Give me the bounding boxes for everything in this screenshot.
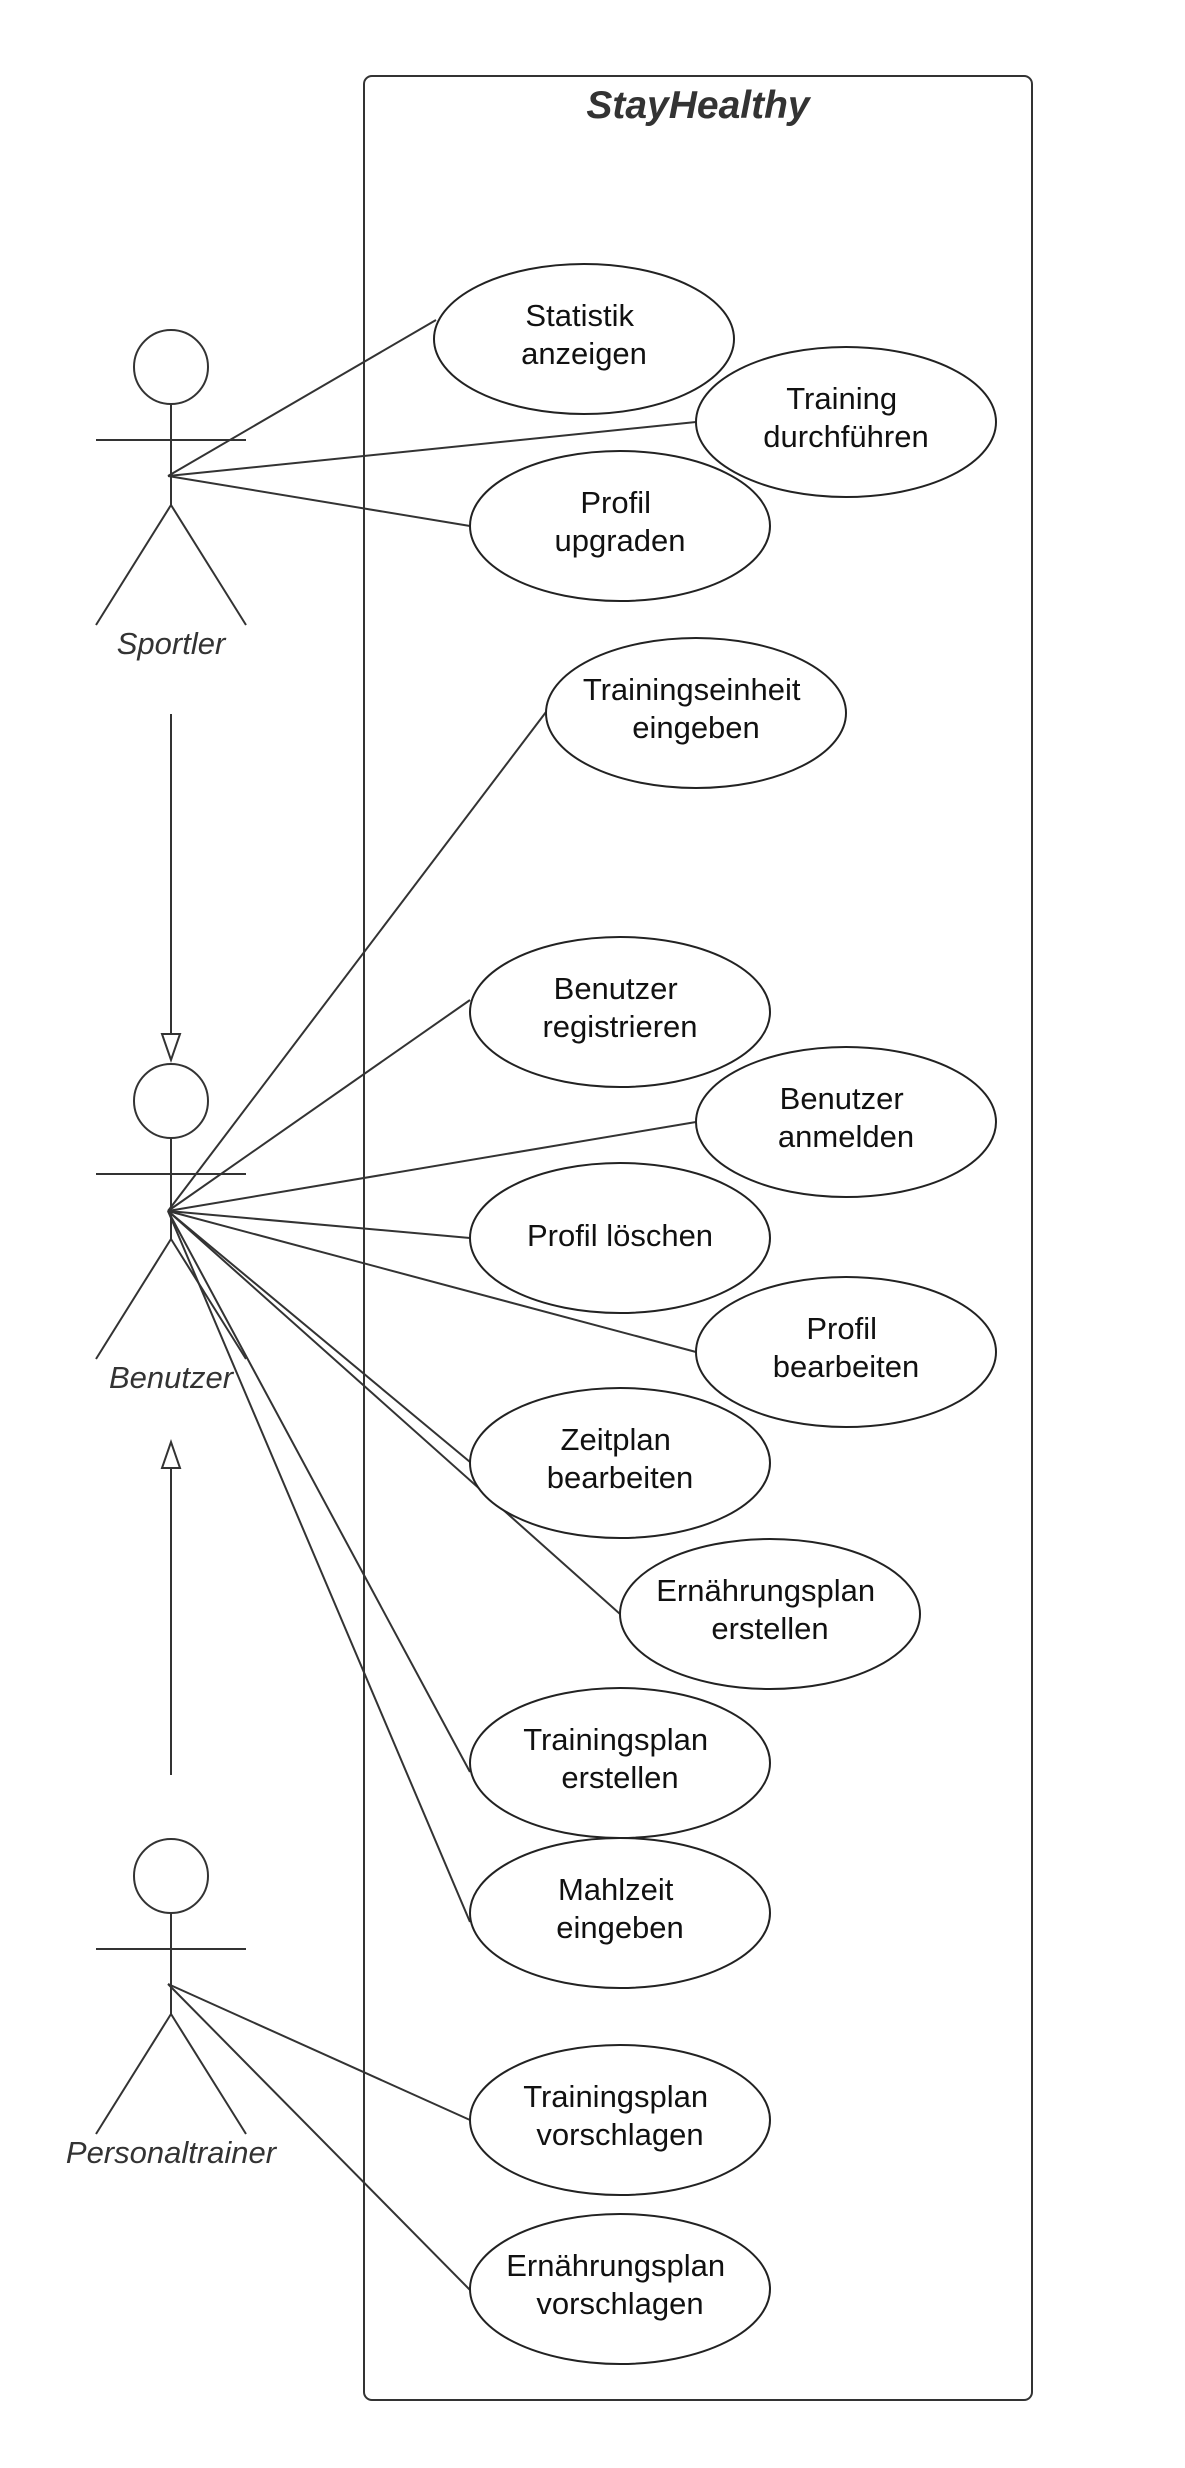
assoc-personaltrainer-trainingsplan-vorschlagen (167, 1983, 471, 2121)
use-case-label: Benutzer registrieren (542, 971, 697, 1044)
use-case-training-durchfuehren[interactable]: Training durchführen (695, 346, 997, 498)
use-case-benutzer-anmelden[interactable]: Benutzer anmelden (695, 1046, 997, 1198)
use-case-label: Profil upgraden (554, 485, 685, 558)
stick-figure-icon (95, 1838, 247, 2135)
use-case-profil-loeschen[interactable]: Profil löschen (469, 1162, 771, 1314)
use-case-label: Ernährungsplan erstellen (656, 1573, 884, 1646)
use-case-label: Trainingseinheit eingeben (583, 672, 809, 745)
stick-figure-icon (95, 329, 247, 626)
use-case-label: Benutzer anmelden (778, 1081, 914, 1154)
assoc-benutzer-registrieren (167, 999, 471, 1212)
use-case-ernaehrungsplan-vorschlagen[interactable]: Ernährungsplan vorschlagen (469, 2213, 771, 2365)
actor-label: Benutzer (109, 1360, 235, 1395)
assoc-benutzer-profil-loeschen (167, 1210, 471, 1239)
actor-label: Sportler (117, 626, 227, 661)
associations (167, 319, 697, 2291)
generalization-personaltrainer-to-benutzer (160, 1438, 182, 1775)
use-case-label: Mahlzeit eingeben (556, 1872, 684, 1945)
use-case-label: Trainingsplan vorschlagen (523, 2079, 717, 2152)
actor-benutzer[interactable]: Benutzer (95, 1063, 247, 1395)
system-boundary (363, 75, 1033, 2401)
use-case-label: Trainingsplan erstellen (523, 1722, 717, 1795)
actor-personaltrainer[interactable]: Personaltrainer (66, 1838, 278, 2170)
stick-figure-icon (95, 1063, 247, 1360)
use-case-label: Zeitplan bearbeiten (547, 1422, 694, 1495)
use-case-zeitplan-bearbeiten[interactable]: Zeitplan bearbeiten (469, 1387, 771, 1539)
use-case-trainingseinheit-eingeben[interactable]: Trainingseinheit eingeben (545, 637, 847, 789)
use-case-profil-upgraden[interactable]: Profil upgraden (469, 450, 771, 602)
assoc-benutzer-trainingsplan-erstellen (167, 1210, 471, 1773)
assoc-benutzer-zeitplan (167, 1210, 471, 1463)
use-case-label: Profil löschen (527, 1218, 713, 1253)
assoc-benutzer-anmelden (167, 1121, 697, 1212)
actor-label: Personaltrainer (66, 2135, 278, 2170)
assoc-personaltrainer-ernaehrungsplan-vorschlagen (167, 1983, 471, 2291)
use-case-ernaehrungsplan-erstellen[interactable]: Ernährungsplan erstellen (619, 1538, 921, 1690)
use-case-benutzer-registrieren[interactable]: Benutzer registrieren (469, 936, 771, 1088)
use-case-mahlzeit-eingeben[interactable]: Mahlzeit eingeben (469, 1837, 771, 1989)
assoc-benutzer-mahlzeit (167, 1210, 471, 1923)
assoc-sportler-profil-upgraden (167, 475, 471, 527)
use-case-profil-bearbeiten[interactable]: Profil bearbeiten (695, 1276, 997, 1428)
use-case-label: Profil bearbeiten (773, 1311, 920, 1384)
use-case-trainingsplan-vorschlagen[interactable]: Trainingsplan vorschlagen (469, 2044, 771, 2196)
assoc-benutzer-trainingseinheit (167, 711, 547, 1212)
assoc-sportler-training (167, 421, 697, 477)
use-case-statistik-anzeigen[interactable]: Statistik anzeigen (433, 263, 735, 415)
use-case-label: Statistik anzeigen (521, 298, 647, 371)
use-case-label: Training durchführen (763, 381, 928, 454)
assoc-benutzer-profil-bearbeiten (167, 1210, 697, 1353)
generalization-sportler-to-benutzer (160, 714, 182, 1064)
use-case-trainingsplan-erstellen[interactable]: Trainingsplan erstellen (469, 1687, 771, 1839)
actor-sportler[interactable]: Sportler (95, 329, 247, 661)
system-title: StayHealthy (586, 84, 812, 127)
use-case-label: Ernährungsplan vorschlagen (506, 2248, 734, 2321)
assoc-sportler-statistik (167, 319, 437, 477)
assoc-benutzer-ernaehrungsplan-erstellen (167, 1210, 621, 1615)
